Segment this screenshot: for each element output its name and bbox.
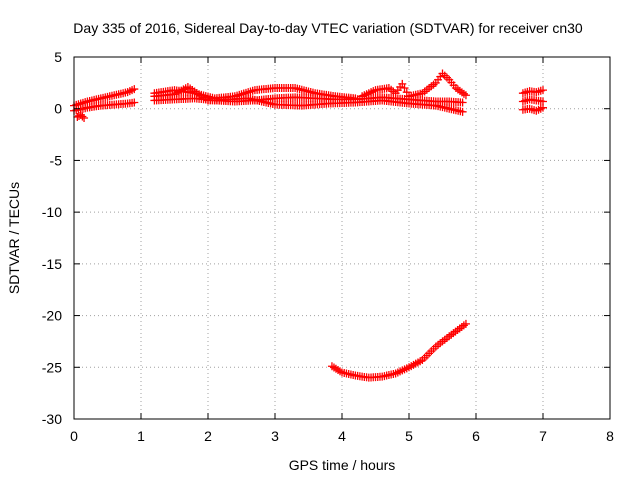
x-tick-label: 6 [472, 428, 480, 444]
y-tick-label: -20 [42, 308, 62, 324]
y-axis-label: SDTVAR / TECUs [6, 182, 22, 294]
grid-lines [74, 57, 610, 419]
y-tick-label: -10 [42, 204, 62, 220]
data-point [130, 98, 139, 107]
data-point [78, 112, 87, 121]
data-point [402, 88, 411, 97]
y-tick-label: -15 [42, 256, 62, 272]
data-point [335, 367, 344, 376]
data-point [539, 86, 547, 95]
data-point [539, 103, 547, 112]
x-tick-label: 2 [204, 428, 212, 444]
y-tick-label: 0 [54, 101, 62, 117]
data-point [451, 84, 460, 93]
data-point [333, 365, 342, 374]
y-tick-label: -5 [50, 152, 63, 168]
data-point [457, 88, 466, 97]
x-tick-label: 5 [405, 428, 413, 444]
data-point [455, 86, 464, 95]
x-tick-label: 7 [539, 428, 547, 444]
x-axis-label: GPS time / hours [289, 457, 396, 473]
x-tick-label: 0 [70, 428, 78, 444]
axis-ticks: 0 1 2 3 4 5 6 7 8 5 0 -5 -10 -15 -20 -25 -30 [42, 49, 614, 444]
data-point [458, 107, 467, 116]
data-point [130, 85, 139, 94]
data-point [327, 362, 336, 371]
data-point [458, 98, 467, 107]
x-tick-label: 4 [338, 428, 346, 444]
y-tick-label: -25 [42, 359, 62, 375]
data-point [461, 91, 470, 100]
data-point [453, 85, 462, 94]
data-point [80, 114, 89, 123]
data-point [461, 319, 470, 328]
data-point [400, 84, 409, 93]
data-point [459, 89, 468, 98]
chart-title: Day 335 of 2016, Sidereal Day-to-day VTE… [73, 20, 583, 36]
y-tick-label: 5 [54, 49, 62, 65]
x-tick-label: 8 [606, 428, 614, 444]
x-tick-label: 1 [137, 428, 145, 444]
data-point [331, 364, 340, 373]
data-point [398, 79, 407, 88]
y-tick-label: -30 [42, 411, 62, 427]
data-point [329, 363, 338, 372]
data-markers [70, 69, 547, 382]
x-tick-label: 3 [271, 428, 279, 444]
